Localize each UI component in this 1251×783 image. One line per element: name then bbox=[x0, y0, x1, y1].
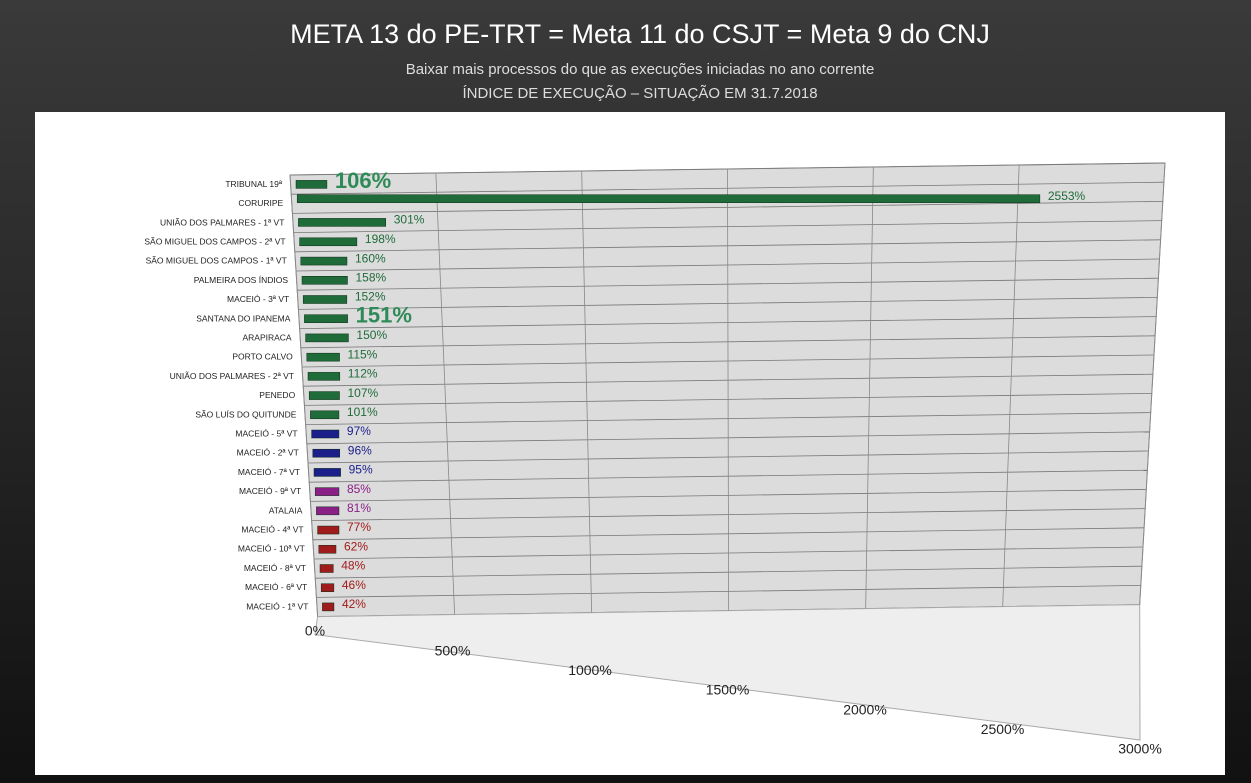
bar bbox=[311, 429, 340, 439]
value-label: 198% bbox=[365, 232, 396, 246]
y-tick-label: PORTO CALVO bbox=[232, 352, 293, 362]
bar bbox=[317, 525, 340, 535]
chart-title: META 13 do PE-TRT = Meta 11 do CSJT = Me… bbox=[290, 19, 990, 49]
grid-line bbox=[289, 174, 318, 617]
value-label: 115% bbox=[348, 347, 378, 361]
x-tick-label: 2500% bbox=[981, 721, 1025, 737]
y-tick-label: SANTANA DO IPANEMA bbox=[196, 313, 290, 323]
y-tick-label: MACEIÓ - 1ª VT bbox=[246, 601, 308, 611]
value-label: 151% bbox=[356, 303, 412, 328]
y-tick-label: MACEIÓ - 8ª VT bbox=[244, 563, 306, 573]
value-label: 62% bbox=[344, 539, 368, 553]
subtitle: Baixar mais processos do que as execuçõe… bbox=[406, 61, 875, 78]
value-label: 2553% bbox=[1048, 189, 1086, 203]
value-label: 46% bbox=[342, 578, 366, 592]
value-label: 158% bbox=[355, 270, 386, 284]
bar bbox=[296, 194, 1041, 203]
grid-line bbox=[581, 170, 593, 613]
grid-line bbox=[1002, 164, 1020, 607]
value-label: 106% bbox=[335, 168, 391, 193]
bar bbox=[298, 218, 386, 227]
bar bbox=[316, 506, 340, 516]
bar bbox=[307, 372, 341, 381]
y-tick-label: SÃO LUÍS DO QUITUNDE bbox=[195, 409, 296, 419]
value-label: 150% bbox=[356, 328, 387, 342]
y-tick-label: UNIÃO DOS PALMARES - 1ª VT bbox=[160, 217, 284, 227]
y-tick-label: CORURIPE bbox=[238, 198, 283, 208]
bar bbox=[299, 237, 358, 247]
bar bbox=[314, 487, 340, 496]
subtitle: ÍNDICE DE EXECUÇÃO – SITUAÇÃO EM 31.7.20… bbox=[462, 85, 817, 102]
value-label: 97% bbox=[347, 424, 371, 438]
value-label: 85% bbox=[347, 482, 371, 496]
bar bbox=[308, 391, 340, 400]
y-tick-label: PALMEIRA DOS ÍNDIOS bbox=[194, 275, 289, 285]
y-tick-label: UNIÃO DOS PALMARES - 2ª VT bbox=[170, 371, 294, 381]
grid-line bbox=[435, 172, 456, 615]
bar bbox=[300, 256, 348, 266]
value-label: 160% bbox=[355, 251, 386, 265]
y-tick-label: MACEIÓ - 10ª VT bbox=[238, 544, 305, 554]
bar bbox=[320, 583, 335, 592]
bar bbox=[319, 564, 334, 573]
y-tick-label: SÃO MIGUEL DOS CAMPOS - 1ª VT bbox=[146, 256, 287, 266]
y-tick-label: MACEIÓ - 2ª VT bbox=[237, 448, 299, 458]
grid-line bbox=[865, 166, 874, 609]
bar bbox=[295, 180, 328, 189]
value-label: 81% bbox=[347, 501, 371, 515]
value-label: 107% bbox=[348, 386, 379, 400]
value-label: 101% bbox=[347, 405, 378, 419]
grid-line bbox=[727, 168, 730, 611]
x-tick-label: 3000% bbox=[1118, 741, 1162, 757]
value-label: 77% bbox=[347, 520, 371, 534]
bar bbox=[313, 468, 341, 477]
x-tick-label: 1500% bbox=[706, 682, 750, 698]
value-label: 42% bbox=[342, 597, 366, 611]
value-label: 95% bbox=[349, 463, 373, 477]
value-label: 301% bbox=[394, 213, 425, 227]
bar bbox=[322, 602, 335, 612]
y-tick-label: MACEIÓ - 3ª VT bbox=[227, 294, 289, 304]
bar bbox=[310, 410, 340, 420]
bar bbox=[312, 448, 341, 458]
y-tick-label: MACEIÓ - 9ª VT bbox=[239, 486, 301, 496]
y-tick-label: TRIBUNAL 19ª bbox=[225, 179, 283, 189]
y-tick-label: SÃO MIGUEL DOS CAMPOS - 2ª VT bbox=[144, 236, 285, 246]
bar bbox=[301, 276, 348, 285]
bar bbox=[318, 545, 337, 554]
bar bbox=[305, 333, 349, 343]
floor bbox=[314, 604, 1141, 741]
x-tick-label: 2000% bbox=[843, 701, 887, 717]
y-tick-label: ARAPIRACA bbox=[242, 332, 291, 342]
x-tick-label: 500% bbox=[435, 642, 471, 658]
value-label: 96% bbox=[348, 443, 372, 457]
value-label: 152% bbox=[355, 290, 386, 304]
bar bbox=[304, 314, 348, 323]
y-tick-label: MACEIÓ - 7ª VT bbox=[238, 467, 300, 477]
y-tick-label: MACEIÓ - 6ª VT bbox=[245, 582, 307, 592]
bar bbox=[306, 352, 340, 362]
y-tick-label: MACEIÓ - 5ª VT bbox=[235, 428, 297, 438]
x-tick-label: 1000% bbox=[568, 662, 612, 678]
y-tick-label: PENEDO bbox=[259, 390, 295, 400]
bar bbox=[302, 295, 348, 304]
y-tick-label: ATALAIA bbox=[269, 505, 303, 515]
grid-line bbox=[1139, 162, 1166, 605]
value-label: 48% bbox=[341, 559, 365, 573]
y-tick-label: MACEIÓ - 4ª VT bbox=[241, 524, 303, 534]
value-label: 112% bbox=[348, 367, 378, 381]
x-tick-label: 0% bbox=[305, 623, 325, 639]
